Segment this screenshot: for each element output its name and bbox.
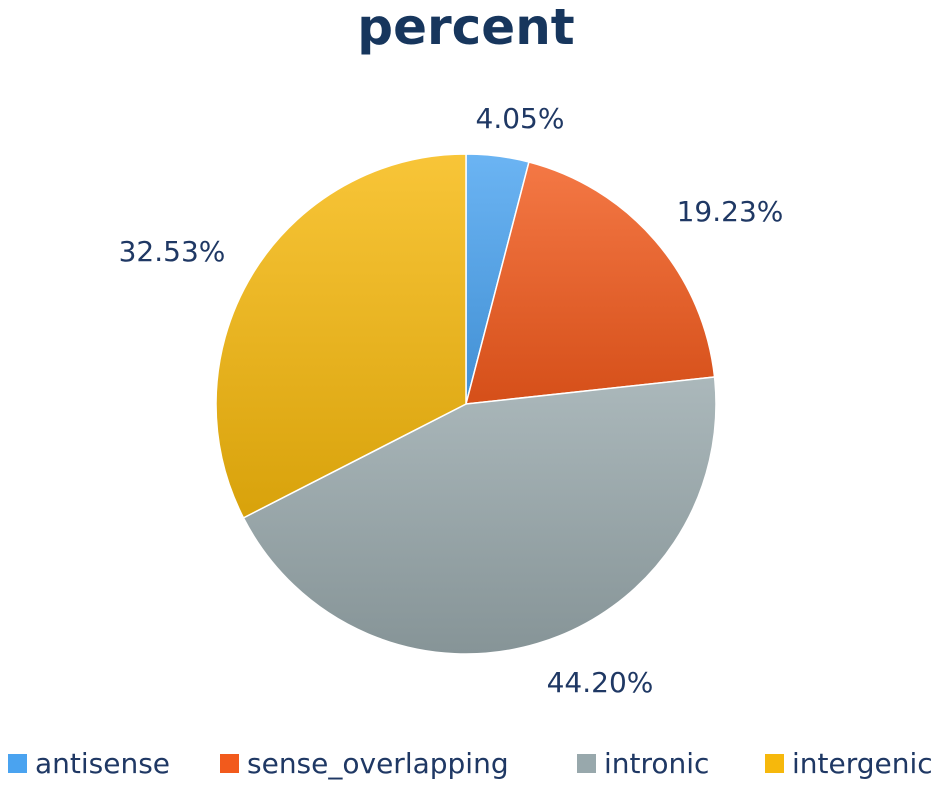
legend-item-antisense: antisense [8,747,170,780]
legend-item-sense-overlapping: sense_overlapping [220,747,509,780]
slice-label-sense-overlapping: 19.23% [677,195,784,228]
legend-label-sense-overlapping: sense_overlapping [247,747,509,780]
legend-label-antisense: antisense [35,747,170,780]
legend-swatch-intronic [577,754,596,773]
legend-item-intronic: intronic [577,747,709,780]
legend: antisense sense_overlapping intronic interg… [8,747,933,780]
legend-item-intergenic: intergenic [765,747,933,780]
pie-slice-sense-overlapping [465,161,716,405]
legend-swatch-sense-overlapping [220,754,239,773]
pie-slice-intergenic [215,153,467,519]
slice-label-intergenic: 32.53% [119,235,226,268]
legend-label-intergenic: intergenic [792,747,933,780]
legend-swatch-intergenic [765,754,784,773]
pie-slices [215,153,717,655]
slice-labels: 4.05% 19.23% 44.20% 32.53% [119,102,784,699]
legend-label-intronic: intronic [604,747,709,780]
chart-title: percent [357,0,574,56]
legend-swatch-antisense [8,754,27,773]
slice-label-intronic: 44.20% [547,666,654,699]
pie-slice-intronic [242,376,717,655]
slice-label-antisense: 4.05% [476,102,565,135]
